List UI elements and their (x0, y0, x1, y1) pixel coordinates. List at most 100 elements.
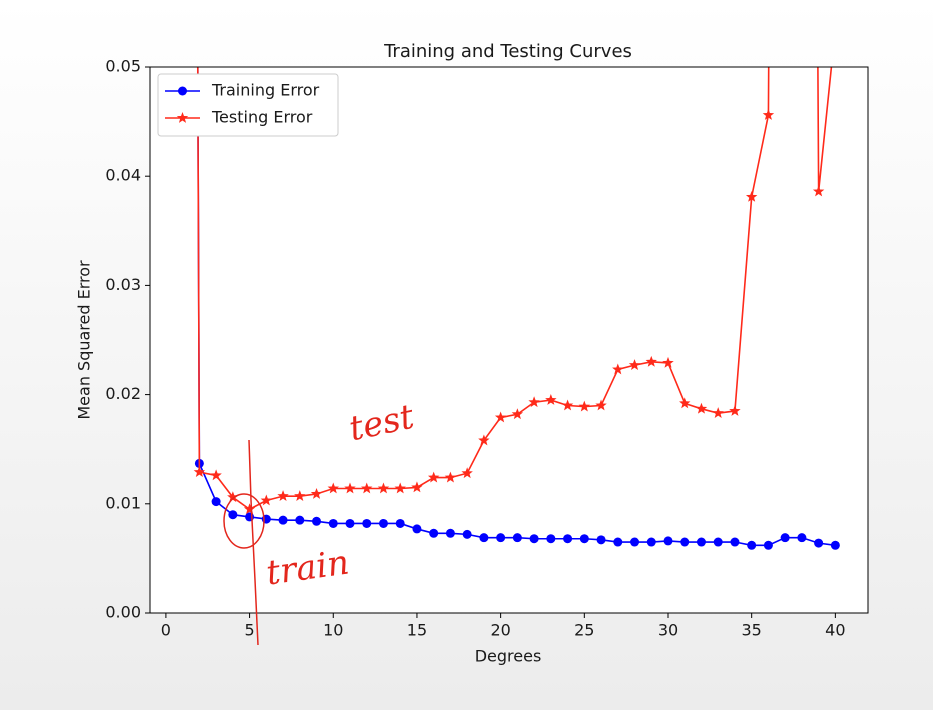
data-point (630, 537, 640, 547)
plot-frame (149, 66, 869, 614)
plot-area (150, 67, 868, 613)
data-point (695, 402, 708, 414)
data-point (228, 510, 238, 520)
data-point (378, 518, 388, 528)
data-point (713, 537, 723, 547)
data-point (494, 411, 507, 423)
data-point (511, 408, 524, 420)
data-point (730, 537, 740, 547)
y-tick-label: 0.00 (105, 603, 141, 622)
data-point (679, 397, 691, 409)
data-point (561, 399, 574, 411)
data-point (528, 396, 540, 408)
data-point (462, 529, 472, 539)
data-point (211, 497, 221, 507)
data-point (680, 537, 690, 547)
data-point (663, 536, 673, 546)
y-tick-label: 0.02 (105, 384, 141, 403)
data-point (411, 481, 423, 493)
y-tick-label: 0.05 (105, 57, 141, 76)
data-point (328, 518, 338, 528)
data-point (361, 482, 373, 494)
data-point (362, 518, 372, 528)
x-tick-label: 0 (161, 621, 171, 640)
y-tick-label: 0.01 (105, 493, 141, 512)
data-point (429, 528, 439, 538)
data-point (295, 515, 305, 525)
data-point (193, 466, 206, 477)
x-tick-label: 30 (658, 621, 678, 640)
data-point (745, 190, 758, 202)
data-point (310, 487, 323, 499)
series-line (196, 67, 833, 511)
data-point (797, 533, 807, 543)
data-point (412, 524, 422, 534)
data-point (830, 540, 840, 550)
data-point (545, 394, 557, 405)
data-point (278, 515, 288, 525)
data-point (461, 467, 473, 479)
data-point (762, 109, 775, 120)
data-point (579, 534, 589, 544)
data-point (395, 518, 405, 528)
data-point (344, 482, 356, 494)
data-point (628, 359, 641, 370)
data-point (596, 535, 606, 545)
legend: Training Error Testing Error (157, 73, 339, 137)
data-point (478, 434, 490, 446)
data-point (496, 533, 506, 543)
data-point (645, 355, 657, 367)
data-point (729, 404, 741, 416)
series-layer (193, 67, 840, 550)
x-tick-label: 35 (742, 621, 762, 640)
data-point (243, 503, 256, 515)
data-point (312, 516, 322, 526)
data-point (512, 533, 522, 543)
data-point (563, 534, 573, 544)
data-point (427, 471, 440, 483)
data-point (696, 537, 706, 547)
x-tick-label: 40 (825, 621, 845, 640)
data-point (646, 537, 656, 547)
data-point (546, 534, 556, 544)
data-point (612, 363, 624, 375)
chart-title: Training and Testing Curves (383, 41, 632, 62)
data-point (747, 540, 757, 550)
y-tick-label: 0.03 (105, 275, 141, 294)
data-point (763, 540, 773, 550)
data-point (294, 490, 306, 502)
data-point (814, 538, 824, 548)
x-tick-label: 25 (574, 621, 594, 640)
data-point (345, 518, 355, 528)
data-point (445, 528, 455, 538)
data-point (260, 494, 273, 506)
y-axis-label: Mean Squared Error (75, 260, 94, 420)
data-point (595, 399, 607, 411)
annotation-line (248, 439, 259, 646)
data-point (394, 482, 406, 494)
x-axis-label: Degrees (475, 647, 542, 666)
data-point (227, 491, 239, 503)
legend-label: Training Error (211, 81, 320, 100)
data-point (210, 469, 222, 481)
x-tick-label: 10 (323, 621, 343, 640)
data-point (578, 400, 591, 412)
data-point (812, 185, 825, 197)
data-point (662, 356, 674, 368)
data-point (277, 490, 289, 502)
legend-marker (178, 86, 187, 96)
data-point (479, 533, 489, 543)
data-point (529, 534, 539, 544)
y-tick-label: 0.04 (105, 166, 141, 185)
data-point (377, 482, 390, 494)
data-point (444, 471, 457, 483)
series-line (196, 67, 836, 547)
legend-label: Testing Error (211, 108, 313, 127)
x-tick-label: 5 (244, 621, 254, 640)
x-tick-label: 20 (490, 621, 510, 640)
ticks: 0 5 10 15 20 25 30 35 40 0.00 0.01 0.02 0.03 0.04 0.05 (105, 57, 845, 640)
annotation-circle (223, 493, 265, 549)
data-point (780, 533, 790, 543)
